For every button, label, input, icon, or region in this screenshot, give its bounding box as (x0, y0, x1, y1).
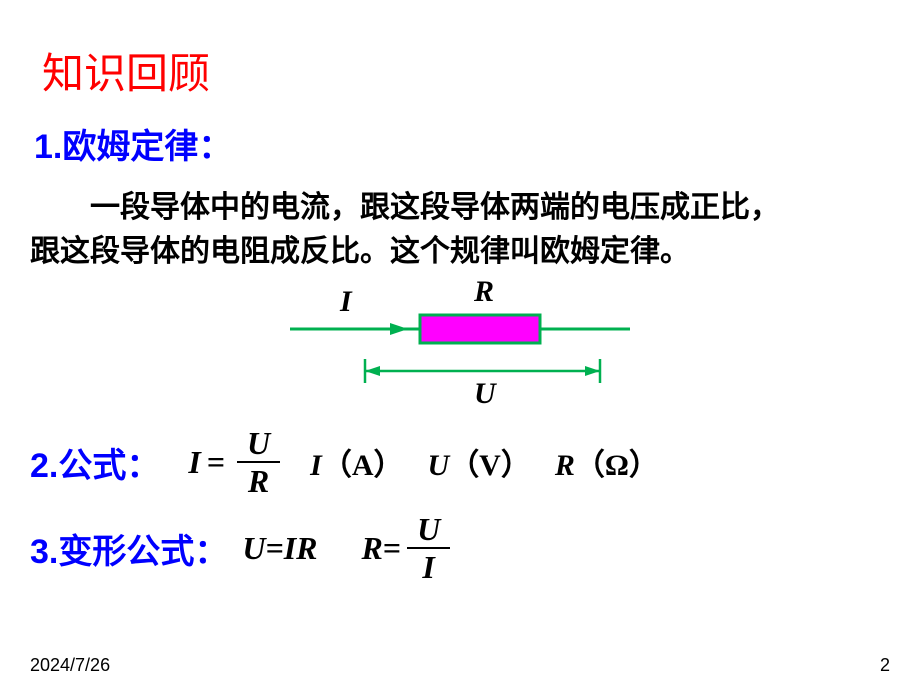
unit-i: I（A） (310, 440, 403, 484)
formula-main: I = U R (188, 427, 286, 497)
unit-u-var: U (428, 449, 450, 482)
eq-lhs: I (188, 444, 200, 481)
eq2-numerator: U (407, 513, 450, 549)
slide: 知识回顾 1.欧姆定律： 一段导体中的电流，跟这段导体两端的电压成正比， 跟这段… (0, 0, 920, 690)
unit-r: R（Ω） (555, 440, 659, 484)
circuit-svg (280, 289, 640, 409)
dimension-arrow-right-icon (585, 366, 600, 376)
slide-footer: 2024/7/26 2 (30, 655, 890, 676)
unit-r-var: R (555, 449, 575, 482)
section-1-heading: 1.欧姆定律： (34, 119, 890, 168)
footer-date: 2024/7/26 (30, 655, 110, 676)
section-2-row: 2.公式： I = U R I（A） U（V） R（Ω） (30, 427, 890, 497)
eq-denominator: R (238, 463, 279, 497)
footer-page-number: 2 (880, 655, 890, 676)
formula-derived-2: R = U I (362, 513, 457, 583)
eq2-equals: = (383, 530, 401, 567)
formula-derived-1: U=IR (242, 530, 317, 567)
diagram-label-i: I (340, 285, 352, 319)
eq2-fraction: U I (407, 513, 450, 583)
unit-i-var: I (310, 449, 322, 482)
unit-u: U（V） (428, 440, 531, 484)
current-arrow-icon (390, 323, 408, 335)
unit-r-unit: （Ω） (575, 449, 659, 482)
section-2-heading: 2.公式： (30, 438, 160, 487)
eq-equals: = (207, 444, 225, 481)
circuit-diagram: I R U (280, 289, 640, 409)
resistor-box (420, 315, 540, 343)
slide-title: 知识回顾 (42, 40, 890, 101)
eq2-denominator: I (412, 549, 444, 583)
section-1-body: 一段导体中的电流，跟这段导体两端的电压成正比， 跟这段导体的电阻成反比。这个规律… (30, 186, 890, 273)
body-line-2: 跟这段导体的电阻成反比。这个规律叫欧姆定律。 (30, 235, 690, 268)
body-line-1: 一段导体中的电流，跟这段导体两端的电压成正比， (90, 191, 780, 224)
eq-numerator: U (237, 427, 280, 463)
unit-u-unit: （V） (449, 449, 531, 482)
diagram-label-u: U (474, 377, 496, 411)
dimension-arrow-left-icon (365, 366, 380, 376)
section-3-row: 3.变形公式： U=IR R = U I (30, 513, 890, 583)
eq2-lhs: R (362, 530, 383, 567)
diagram-label-r: R (474, 275, 494, 309)
section-3-heading: 3.变形公式： (30, 524, 228, 573)
unit-i-unit: （A） (322, 449, 404, 482)
eq-fraction: U R (237, 427, 280, 497)
